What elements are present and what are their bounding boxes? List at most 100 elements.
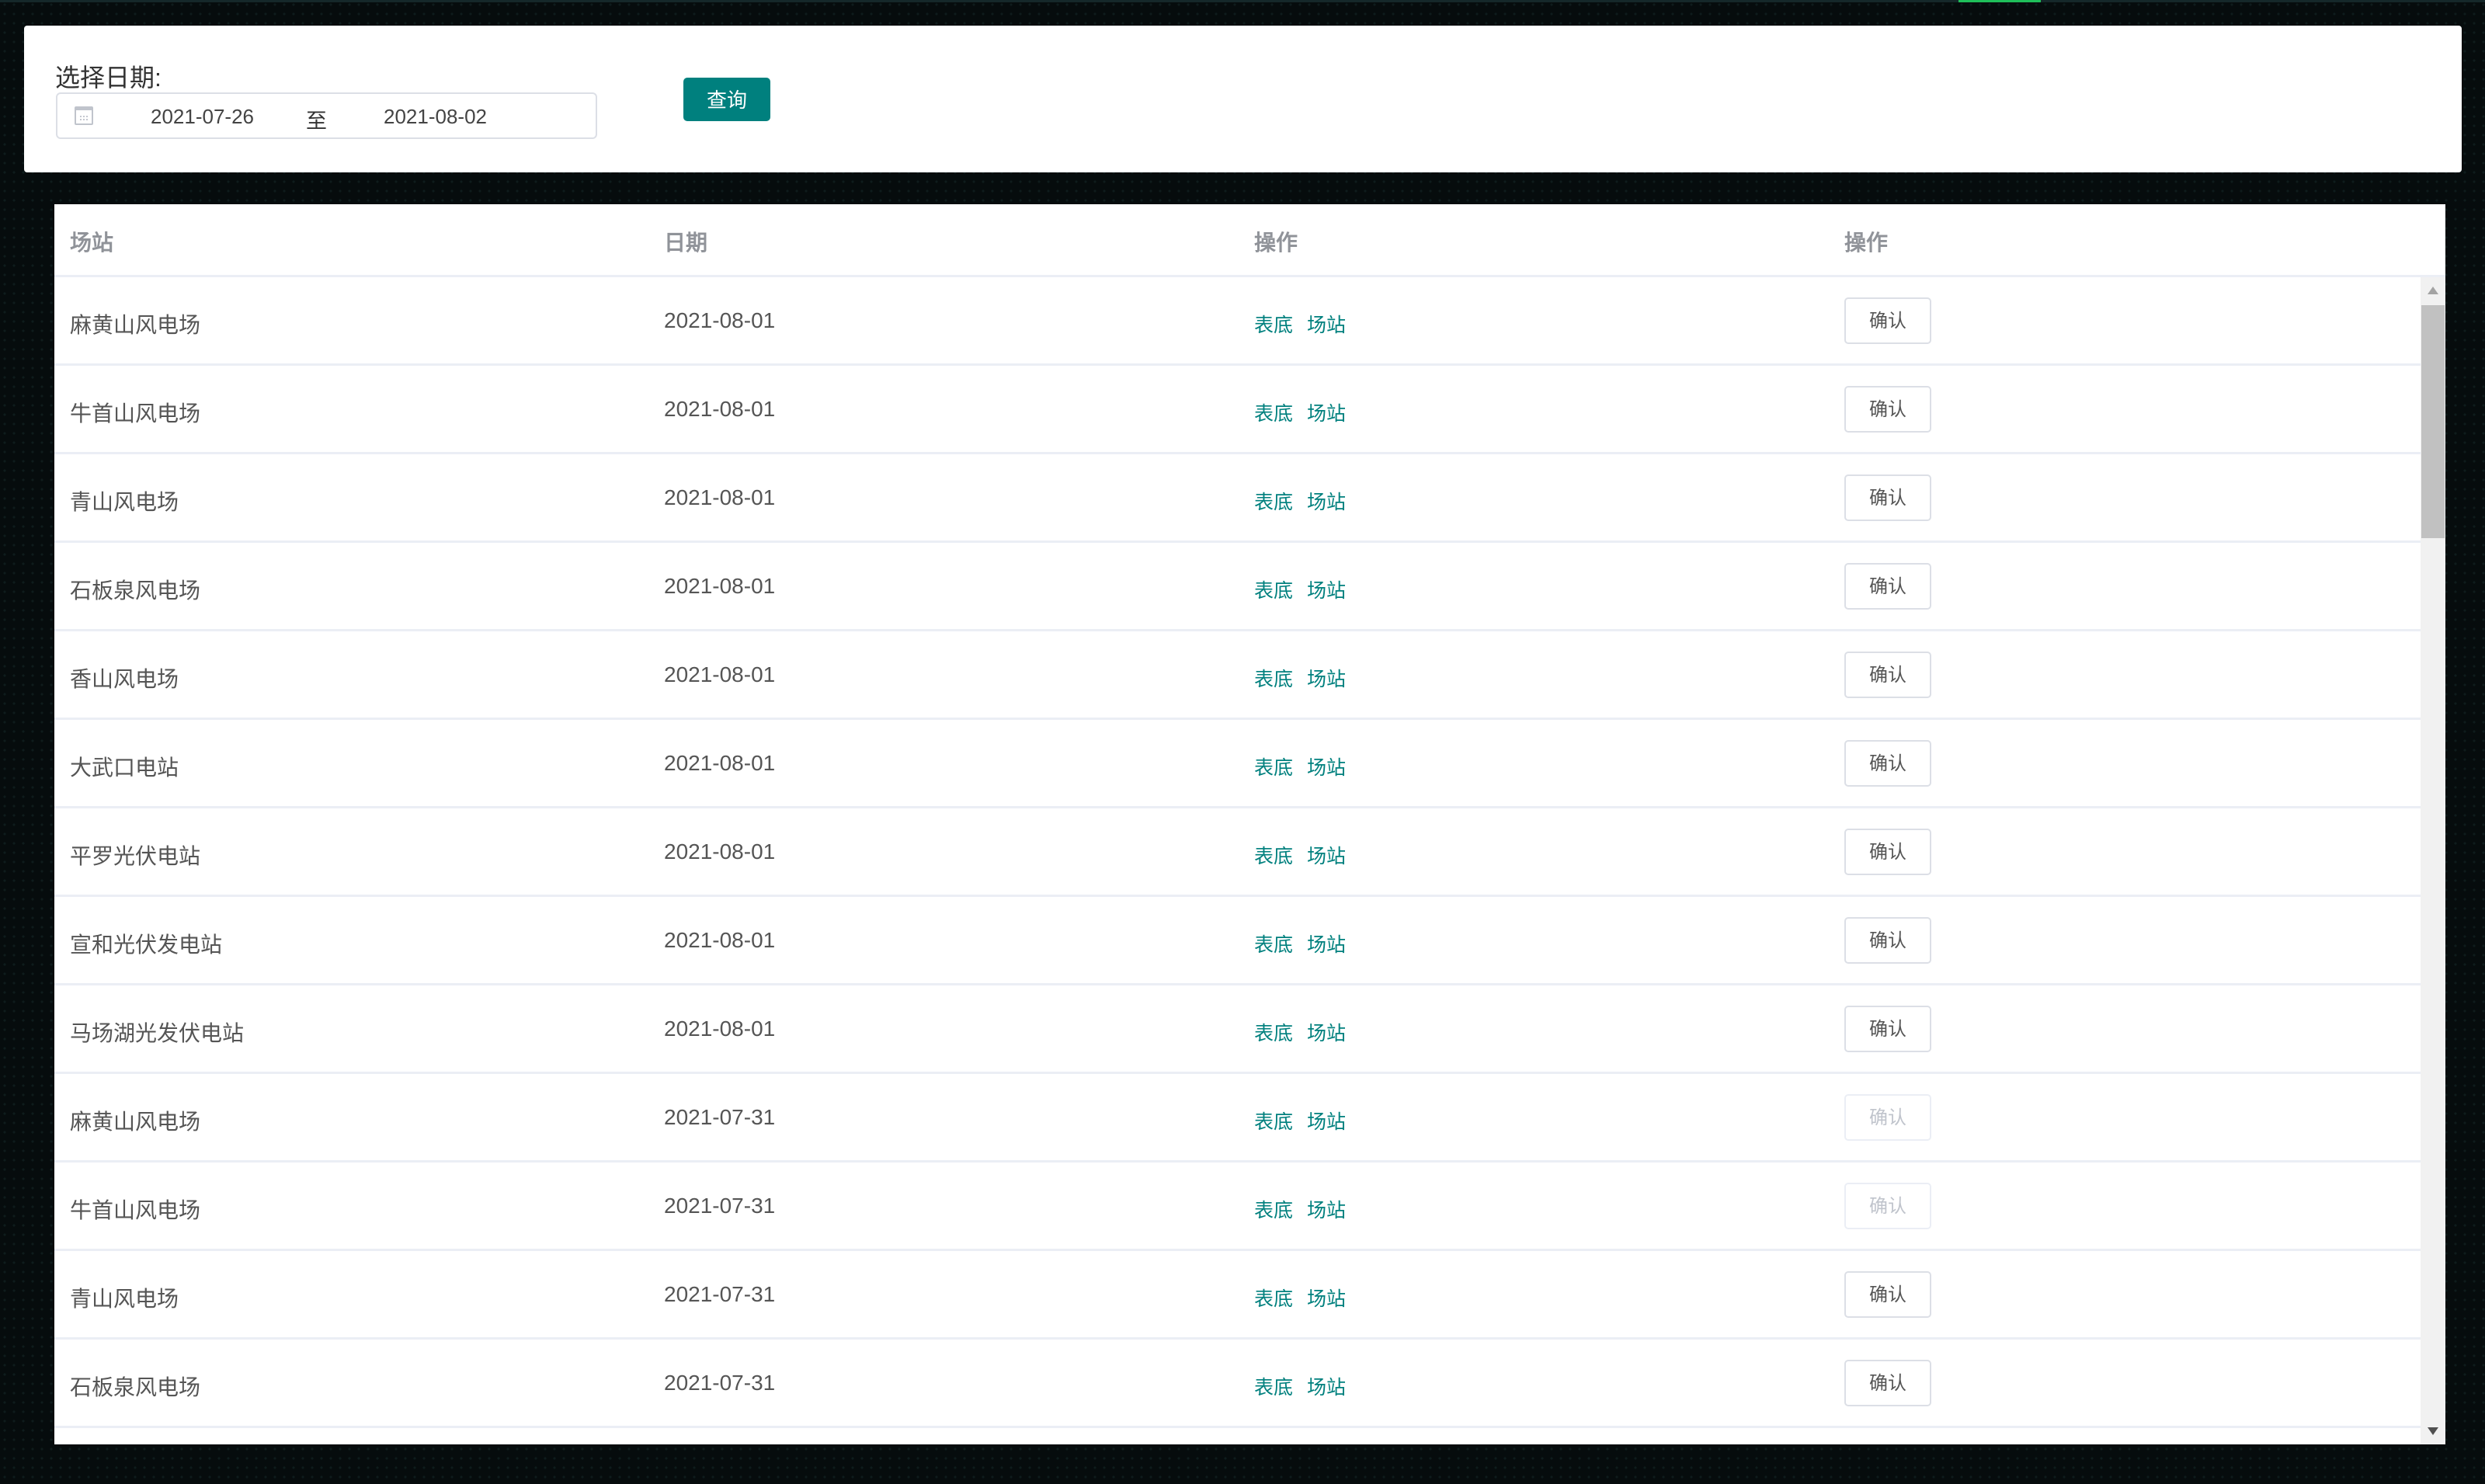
calendar-icon — [75, 106, 93, 125]
scroll-up-arrow-icon[interactable] — [2428, 287, 2438, 294]
row-date: 2021-08-01 — [664, 751, 776, 775]
start-date-input[interactable]: 2021-07-26 — [151, 105, 254, 128]
station-name: 麻黄山风电场 — [70, 313, 201, 337]
row-date: 2021-08-01 — [664, 1017, 776, 1041]
action-links: 表底 场站 — [1254, 1195, 1360, 1223]
confirm-button[interactable]: 确认 — [1844, 740, 1931, 787]
action-links: 表底 场站 — [1254, 398, 1360, 426]
meter-reading-link[interactable]: 表底 — [1254, 1111, 1294, 1133]
station-name: 石板泉风电场 — [70, 1375, 201, 1399]
table-row: 平罗光伏电站 2021-08-01 表底 场站 确认 — [54, 808, 2421, 897]
query-button[interactable]: 查询 — [683, 78, 770, 121]
table-row: 麻黄山风电场 2021-07-31 表底 场站 确认 — [54, 1074, 2421, 1163]
column-header-station: 场站 — [70, 231, 114, 255]
table-row: 宣和光伏发电站 2021-08-01 表底 场站 确认 — [54, 897, 2421, 985]
station-name: 平罗光伏电站 — [70, 844, 201, 868]
table-row: 麻黄山风电场 2021-08-01 表底 场站 确认 — [54, 277, 2421, 366]
meter-reading-link[interactable]: 表底 — [1254, 846, 1294, 867]
station-link[interactable]: 场站 — [1307, 1377, 1347, 1399]
row-date: 2021-07-31 — [664, 1371, 776, 1395]
meter-reading-link[interactable]: 表底 — [1254, 492, 1294, 513]
station-link[interactable]: 场站 — [1307, 1288, 1347, 1310]
data-table: 场站 日期 操作 操作 麻黄山风电场 2021-08-01 表底 场站 确认 牛首山风电场… — [54, 204, 2445, 1444]
row-date: 2021-07-31 — [664, 1282, 776, 1306]
action-links: 表底 场站 — [1254, 1107, 1360, 1135]
vertical-scrollbar[interactable] — [2421, 277, 2445, 1444]
action-links: 表底 场站 — [1254, 1372, 1360, 1400]
row-date: 2021-08-01 — [664, 928, 776, 952]
action-links: 表底 场站 — [1254, 664, 1360, 692]
meter-reading-link[interactable]: 表底 — [1254, 1200, 1294, 1222]
column-header-action-confirm: 操作 — [1844, 231, 1889, 255]
confirm-button[interactable]: 确认 — [1844, 829, 1931, 875]
station-link[interactable]: 场站 — [1307, 846, 1347, 867]
row-date: 2021-08-01 — [664, 397, 776, 421]
meter-reading-link[interactable]: 表底 — [1254, 580, 1294, 602]
table-row: 马场湖光发伏电站 2021-08-01 表底 场站 确认 — [54, 985, 2421, 1074]
confirm-button[interactable]: 确认 — [1844, 474, 1931, 521]
confirm-button[interactable]: 确认 — [1844, 386, 1931, 433]
confirm-button[interactable]: 确认 — [1844, 297, 1931, 344]
row-date: 2021-08-01 — [664, 574, 776, 598]
table-row: 牛首山风电场 2021-07-31 表底 场站 确认 — [54, 1163, 2421, 1251]
meter-reading-link[interactable]: 表底 — [1254, 934, 1294, 956]
station-link[interactable]: 场站 — [1307, 315, 1347, 336]
station-name: 马场湖光发伏电站 — [70, 1021, 245, 1045]
station-name: 青山风电场 — [70, 1287, 179, 1311]
scroll-down-arrow-icon[interactable] — [2428, 1427, 2438, 1435]
table-row: 石板泉风电场 2021-08-01 表底 场站 确认 — [54, 543, 2421, 631]
meter-reading-link[interactable]: 表底 — [1254, 669, 1294, 690]
station-name: 香山风电场 — [70, 667, 179, 691]
confirm-button[interactable]: 确认 — [1844, 652, 1931, 698]
station-name: 牛首山风电场 — [70, 1198, 201, 1222]
filter-panel: 选择日期: 2021-07-26 至 2021-08-02 查询 — [24, 26, 2462, 172]
action-links: 表底 场站 — [1254, 1284, 1360, 1312]
meter-reading-link[interactable]: 表底 — [1254, 757, 1294, 779]
column-header-date: 日期 — [664, 231, 708, 255]
column-header-action: 操作 — [1254, 231, 1298, 255]
date-range-picker[interactable]: 2021-07-26 至 2021-08-02 — [56, 92, 597, 139]
station-name: 麻黄山风电场 — [70, 1110, 201, 1134]
station-link[interactable]: 场站 — [1307, 492, 1347, 513]
confirm-button[interactable]: 确认 — [1844, 1271, 1931, 1318]
action-links: 表底 场站 — [1254, 575, 1360, 603]
scrollbar-thumb[interactable] — [2421, 305, 2445, 538]
confirm-button[interactable]: 确认 — [1844, 1006, 1931, 1052]
station-link[interactable]: 场站 — [1307, 1200, 1347, 1222]
confirm-button[interactable]: 确认 — [1844, 1183, 1931, 1229]
active-tab-indicator — [1958, 0, 2041, 2]
confirm-button[interactable]: 确认 — [1844, 1360, 1931, 1406]
meter-reading-link[interactable]: 表底 — [1254, 1377, 1294, 1399]
station-link[interactable]: 场站 — [1307, 1023, 1347, 1044]
station-name: 宣和光伏发电站 — [70, 933, 223, 957]
meter-reading-link[interactable]: 表底 — [1254, 1288, 1294, 1310]
table-row: 香山风电场 2021-08-01 表底 场站 确认 — [54, 631, 2421, 720]
action-links: 表底 场站 — [1254, 1018, 1360, 1046]
station-link[interactable]: 场站 — [1307, 580, 1347, 602]
action-links: 表底 场站 — [1254, 752, 1360, 780]
confirm-button[interactable]: 确认 — [1844, 1094, 1931, 1141]
station-link[interactable]: 场站 — [1307, 1111, 1347, 1133]
station-link[interactable]: 场站 — [1307, 669, 1347, 690]
confirm-button[interactable]: 确认 — [1844, 563, 1931, 610]
table-row: 大武口电站 2021-08-01 表底 场站 确认 — [54, 720, 2421, 808]
row-date: 2021-07-31 — [664, 1105, 776, 1129]
meter-reading-link[interactable]: 表底 — [1254, 403, 1294, 425]
date-filter-label: 选择日期: — [55, 64, 162, 92]
row-date: 2021-07-31 — [664, 1194, 776, 1218]
station-link[interactable]: 场站 — [1307, 757, 1347, 779]
end-date-input[interactable]: 2021-08-02 — [384, 105, 487, 128]
row-date: 2021-08-01 — [664, 308, 776, 332]
station-name: 牛首山风电场 — [70, 401, 201, 426]
confirm-button[interactable]: 确认 — [1844, 917, 1931, 964]
action-links: 表底 场站 — [1254, 310, 1360, 338]
table-header: 场站 日期 操作 操作 — [54, 204, 2445, 277]
table-row: 青山风电场 2021-08-01 表底 场站 确认 — [54, 454, 2421, 543]
station-link[interactable]: 场站 — [1307, 403, 1347, 425]
top-border — [0, 0, 2485, 2]
table-row: 石板泉风电场 2021-07-31 表底 场站 确认 — [54, 1340, 2421, 1428]
station-link[interactable]: 场站 — [1307, 934, 1347, 956]
action-links: 表底 场站 — [1254, 841, 1360, 869]
meter-reading-link[interactable]: 表底 — [1254, 1023, 1294, 1044]
meter-reading-link[interactable]: 表底 — [1254, 315, 1294, 336]
